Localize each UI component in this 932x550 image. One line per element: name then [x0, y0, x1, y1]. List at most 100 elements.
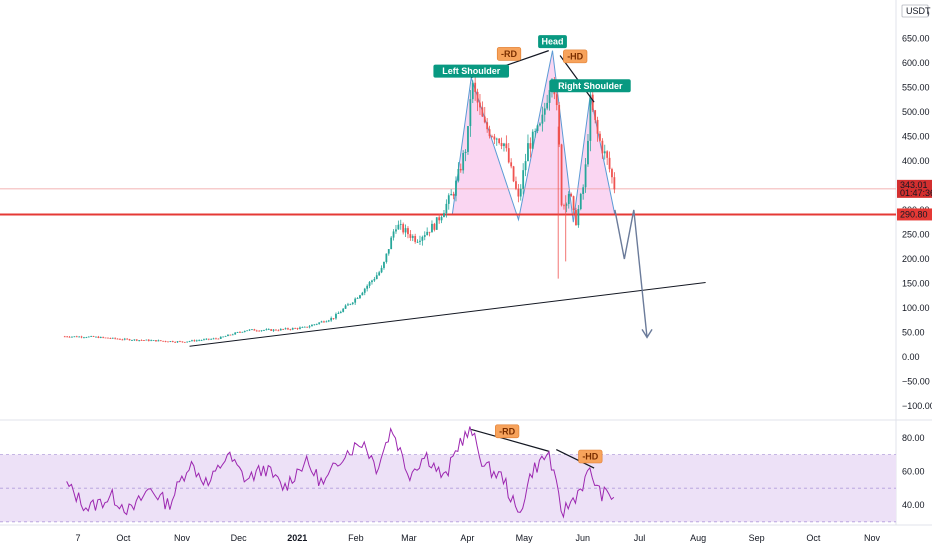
annotation-label: -RD [501, 49, 517, 59]
time-tick-label: May [516, 533, 534, 543]
annotation-label: -HD [582, 452, 598, 462]
price-tick-label: 250.00 [902, 229, 930, 239]
candle-body [555, 94, 558, 106]
price-axis[interactable]: 650.00600.00550.00500.00450.00400.00350.… [897, 4, 932, 411]
candle-body [469, 99, 472, 127]
candle-body [97, 336, 100, 338]
candle-body [363, 288, 366, 293]
candle-body [445, 203, 448, 214]
candle-body [263, 330, 265, 331]
candle-body [505, 143, 508, 149]
candle-body [546, 102, 549, 109]
candle-body [500, 143, 503, 147]
candle-body [582, 187, 585, 194]
candle-body [579, 193, 582, 210]
candle-body [222, 336, 225, 338]
candle-body [339, 311, 342, 314]
candle-body [169, 341, 172, 342]
candle-body [457, 168, 460, 181]
candle-body [440, 217, 443, 221]
candle-body [402, 224, 405, 233]
candle-body [102, 336, 105, 338]
candle-body [383, 261, 385, 268]
candle-body [479, 102, 481, 108]
candle-body [591, 94, 594, 111]
candle-body [219, 336, 222, 339]
candle-body [455, 180, 457, 196]
candle-body [294, 328, 297, 329]
rsi-pane[interactable]: -RD -HD [0, 424, 896, 523]
annotation-label: -HD [567, 51, 583, 61]
time-tick-label: Oct [806, 533, 821, 543]
candle-body [215, 338, 217, 340]
candle-body [380, 267, 383, 273]
candle-body [611, 169, 613, 178]
time-tick-label: Aug [690, 533, 706, 543]
candle-body [152, 340, 155, 341]
trendline [189, 281, 706, 347]
candle-body [200, 340, 203, 341]
candle-body [332, 318, 335, 319]
candle-body [157, 340, 160, 342]
candle-body [560, 144, 563, 206]
candle-body [431, 223, 433, 233]
candle-body [239, 332, 241, 333]
candle-body [217, 338, 220, 340]
candle-body [191, 340, 193, 342]
time-tick-label: Jun [575, 533, 590, 543]
candle-body [359, 295, 361, 299]
candle-body [613, 177, 616, 190]
candle-body [459, 168, 462, 171]
candle-body [467, 126, 469, 152]
candle-body [452, 193, 455, 196]
candle-body [318, 322, 321, 324]
candle-body [503, 143, 505, 147]
candle-body [107, 337, 109, 339]
rsi-divergence-line [556, 449, 595, 469]
candle-body [416, 241, 419, 243]
candle-body [498, 138, 501, 144]
candle-body [258, 330, 261, 332]
candle-body [392, 231, 395, 238]
candle-body [212, 338, 215, 340]
candle-body [522, 170, 525, 189]
candle-body [601, 140, 604, 154]
candle-body [510, 162, 513, 167]
candle-body [116, 338, 119, 340]
candle-body [587, 140, 589, 165]
candle-body [109, 338, 112, 339]
time-axis[interactable]: 7 Oct Nov Dec 2021 Feb Mar Apr May Jun Jul Aug Sep Oc… [75, 533, 880, 543]
candle-body [167, 341, 169, 343]
candle-body [361, 292, 364, 296]
candle-body [606, 151, 609, 158]
candle-body [265, 329, 268, 331]
candle-body [481, 107, 484, 117]
candle-body [150, 340, 153, 342]
candle-body [476, 91, 479, 103]
candle-body [313, 324, 316, 326]
annotation-box [549, 79, 631, 93]
candle-body [203, 339, 205, 341]
candle-body [63, 336, 66, 338]
main-price-pane[interactable]: Left Shoulder Head Right Shoulder -RD -HD [0, 0, 932, 526]
candle-body [275, 329, 277, 331]
candle-body [335, 313, 337, 319]
candle-body [287, 328, 289, 330]
candle-body [519, 188, 522, 197]
rsi-axis[interactable]: 80.00 60.00 40.00 [902, 433, 925, 510]
candle-body [541, 114, 544, 124]
rsi-tick-label: 80.00 [902, 433, 925, 443]
price-tick-label: 600.00 [902, 58, 930, 68]
candle-body [133, 339, 136, 341]
candle-body [205, 338, 208, 340]
candle-body [474, 82, 477, 92]
divergence-line [559, 55, 595, 103]
candle-body [241, 331, 244, 333]
candle-body [471, 82, 474, 100]
candle-body [483, 116, 486, 123]
candle-body [351, 302, 354, 304]
candle-body [253, 329, 256, 331]
candle-body [599, 133, 601, 141]
candle-body [193, 340, 196, 342]
